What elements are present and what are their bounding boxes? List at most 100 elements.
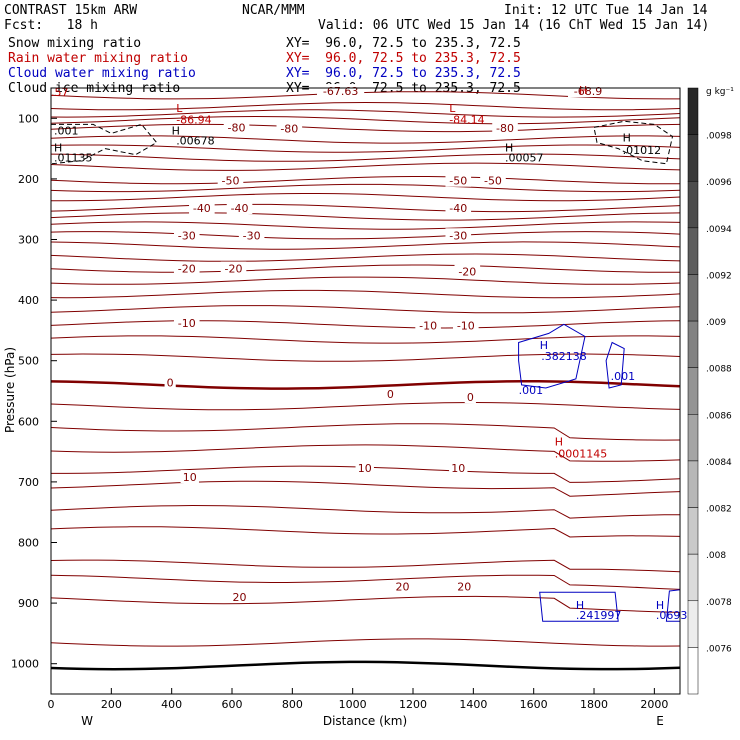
isotherm-label: 20 bbox=[233, 591, 247, 604]
colorbar-swatch bbox=[687, 134, 699, 182]
field-rain-xy: XY= 96.0, 72.5 to 235.3, 72.5 bbox=[286, 51, 521, 66]
valid-time: Valid: 06 UTC Wed 15 Jan 14 (16 ChT Wed … bbox=[318, 18, 710, 33]
y-tick-label: 600 bbox=[18, 415, 39, 428]
extremum-label: .382138 bbox=[541, 350, 587, 363]
y-tick-label: 300 bbox=[18, 234, 39, 247]
colorbar-tick-label: .0094 bbox=[706, 225, 732, 235]
cloud-water-contour bbox=[605, 341, 625, 389]
isotherm-label: -40 bbox=[193, 202, 211, 215]
colorbar-tick-label: .009 bbox=[706, 318, 726, 328]
isotherm-line bbox=[50, 144, 681, 153]
isotherm-line bbox=[50, 320, 681, 329]
contour-label-bg bbox=[464, 390, 476, 404]
cloud-water-contour bbox=[518, 323, 586, 389]
contour-label-bg bbox=[189, 200, 215, 214]
colorbar-swatch bbox=[687, 367, 699, 415]
contour-label-bg bbox=[317, 84, 365, 98]
isotherm-label: 10 bbox=[358, 462, 372, 475]
extremum-label: .001 bbox=[54, 124, 79, 137]
y-tick-label: 1000 bbox=[11, 658, 39, 671]
isotherm-line bbox=[50, 526, 681, 538]
isotherm-label: -30 bbox=[449, 229, 467, 242]
y-tick-label: 500 bbox=[18, 355, 39, 368]
contour-label-bg bbox=[238, 228, 265, 242]
extremum-label: .241997 bbox=[576, 609, 622, 622]
isotherm-line bbox=[50, 176, 680, 185]
extremum-label: H bbox=[576, 599, 584, 612]
extremum-label: .00678 bbox=[176, 135, 215, 148]
isotherm-label: 0 bbox=[387, 388, 394, 401]
contour-label-bg bbox=[180, 470, 199, 484]
cloud-water-contour bbox=[539, 591, 619, 622]
contour-label-bg bbox=[393, 579, 412, 593]
isotherm-line bbox=[50, 135, 681, 144]
isotherm-label: 0 bbox=[167, 377, 174, 390]
x-tick-label: 1200 bbox=[399, 698, 427, 711]
extremum-label: .01012 bbox=[623, 144, 662, 157]
isotherm-line bbox=[50, 101, 681, 111]
x-tick-label: 200 bbox=[101, 698, 122, 711]
axes: 0 200 400 600 800 1000 1200 1400 1600 1800 2000100… bbox=[11, 112, 668, 711]
isotherm-line bbox=[50, 423, 681, 441]
contour-label-bg bbox=[217, 173, 244, 187]
contour-label-bg bbox=[173, 316, 200, 330]
colorbar-tick-label: .0086 bbox=[706, 411, 732, 421]
field-cloudwater-name: Cloud water mixing ratio bbox=[8, 66, 196, 81]
isotherm-label: 20 bbox=[395, 581, 409, 594]
contour-label-bg bbox=[455, 579, 474, 593]
extremum-label: L bbox=[176, 102, 183, 115]
isotherm-label: -40 bbox=[449, 202, 467, 215]
west-label: W bbox=[81, 714, 93, 728]
isotherm-label: -10 bbox=[457, 320, 475, 333]
colorbar-tick-label: .008 bbox=[706, 551, 726, 561]
y-tick-label: 200 bbox=[18, 173, 39, 186]
isotherm-line bbox=[50, 183, 681, 193]
isotherm-line bbox=[50, 153, 681, 162]
isotherm-line bbox=[50, 162, 681, 171]
x-tick-label: 1400 bbox=[459, 698, 487, 711]
contour-label-bg bbox=[567, 84, 608, 98]
x-tick-label: 400 bbox=[161, 698, 182, 711]
extremum-label: L bbox=[449, 102, 456, 115]
isotherm-label: -10 bbox=[178, 317, 196, 330]
isotherm-label: -30 bbox=[178, 229, 196, 242]
isotherm-line bbox=[50, 241, 681, 250]
isotherm-line bbox=[50, 638, 681, 647]
isotherm-line bbox=[50, 289, 681, 299]
contour-label-bg bbox=[276, 121, 303, 135]
colorbar-tick-label: .0076 bbox=[706, 644, 732, 654]
extremum-label: .00057 bbox=[505, 152, 544, 165]
x-tick-label: 1000 bbox=[339, 698, 367, 711]
cloud-ice-contour bbox=[593, 120, 674, 165]
cloud-ice-contour bbox=[50, 123, 158, 165]
surface-line bbox=[50, 660, 681, 671]
x-tick-label: 800 bbox=[282, 698, 303, 711]
isotherm-label: -20 bbox=[225, 263, 243, 276]
east-label: E bbox=[656, 714, 664, 728]
extremum-label: H bbox=[505, 141, 513, 154]
isotherm-line bbox=[50, 203, 681, 213]
colorbar-tick-label: .0098 bbox=[706, 132, 732, 142]
colorbar-swatch bbox=[687, 87, 699, 135]
colorbar-tick-label: .0088 bbox=[706, 365, 732, 375]
cloud-mixing-contours bbox=[50, 120, 681, 622]
isotherm-label: -50 bbox=[449, 175, 467, 188]
extremum-label: H bbox=[656, 599, 664, 612]
isotherm-line bbox=[50, 123, 681, 133]
extremum-label: H bbox=[54, 141, 62, 154]
colorbar-swatch bbox=[687, 320, 699, 368]
x-tick-label: 600 bbox=[222, 698, 243, 711]
init-time: Init: 12 UTC Tue 14 Jan 14 bbox=[504, 3, 708, 18]
x-tick-label: 1800 bbox=[580, 698, 608, 711]
contour-label-bg bbox=[223, 120, 250, 134]
extremum-label: .0693 bbox=[656, 609, 688, 622]
isotherm-line bbox=[50, 335, 681, 344]
contour-label-bg bbox=[173, 261, 200, 275]
field-snow-name: Snow mixing ratio bbox=[8, 36, 142, 51]
contour-label-bg bbox=[164, 375, 176, 389]
isotherm-label: -80 bbox=[496, 122, 514, 135]
isotherm-label: -67.63 bbox=[323, 85, 358, 98]
colorbar: .0098 .0096 .0094 .0092 .009 .0088 .0086 .0084.… bbox=[687, 87, 734, 695]
isotherm-label: -50 bbox=[222, 175, 240, 188]
field-cloudwater-xy: XY= 96.0, 72.5 to 235.3, 72.5 bbox=[286, 66, 521, 81]
